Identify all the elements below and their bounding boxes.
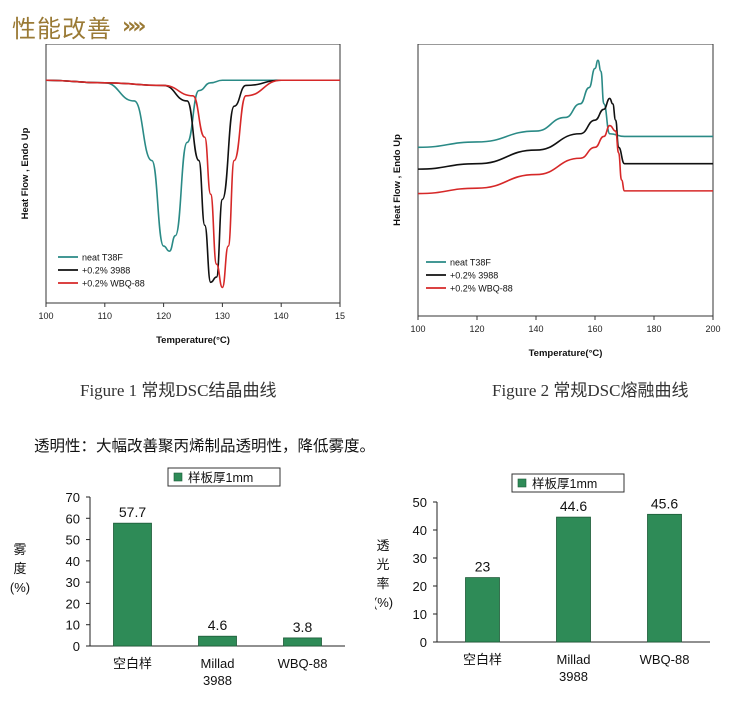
haze-bar-chart: 0 10 20 30 40 50 60 70 样板厚1mm 雾度 (%) 57.7 空白样 4.6 Mill… [10, 467, 345, 688]
y-tick-label: 40 [413, 523, 427, 538]
bar [283, 637, 322, 647]
plot-frame [45, 44, 341, 304]
legend-swatch [173, 472, 183, 482]
legend-label: 样板厚1mm [188, 470, 253, 485]
x-axis-label: Temperature(°C) [156, 335, 230, 346]
y-axis-label: Heat Flow , Endo Up [20, 127, 31, 219]
x-tick-label: 200 [705, 324, 720, 334]
series-line-2 [45, 79, 340, 289]
y-tick-label: 50 [66, 533, 80, 548]
data-label: 45.6 [651, 495, 678, 511]
x-tick-label: 130 [215, 311, 230, 321]
x-tick-label: 140 [274, 311, 289, 321]
figure1-caption: Figure 1 常规DSC结晶曲线 [80, 381, 277, 400]
legend-box [511, 473, 625, 493]
x-tick-label: 100 [410, 324, 425, 334]
series-line-1 [417, 97, 713, 170]
y-tick-label: 10 [413, 607, 427, 622]
x-axis-label: Temperature(°C) [529, 348, 603, 359]
category-label: 3988 [559, 669, 588, 684]
data-label: 57.7 [119, 504, 146, 520]
y-tick-label: 30 [66, 575, 80, 590]
category-label: Millad [201, 656, 235, 671]
data-label: 3.8 [293, 619, 313, 635]
x-tick-label: 100 [38, 311, 53, 321]
y-tick-label: 40 [66, 554, 80, 569]
y-tick-label: 60 [66, 511, 80, 526]
y-axis-label-part: 透 [376, 538, 389, 553]
legend-label: +0.2% WBQ-88 [450, 284, 513, 294]
data-label: 23 [475, 559, 491, 575]
category-label: 空白样 [113, 656, 152, 671]
y-axis-label-part: (%) [375, 595, 393, 610]
legend-label: +0.2% WBQ-88 [82, 279, 145, 289]
legend-label: +0.2% 3988 [82, 266, 130, 276]
dsc-melting-chart: 100 120 140 160 180 200 Temperature(°C) Heat Fl… [392, 44, 721, 359]
data-label: 4.6 [208, 617, 228, 633]
plot-frame [417, 44, 714, 317]
bar [113, 522, 152, 647]
transparency-description: 透明性：大幅改善聚丙烯制品透明性，降低雾度。 [34, 437, 376, 455]
dsc-crystallization-chart: 100 110 120 130 140 15 Temperature(°C) Heat Flo… [20, 44, 345, 346]
legend-box [167, 467, 281, 487]
section-title: 性能改善 [12, 14, 112, 43]
data-label: 44.6 [560, 498, 587, 514]
legend-swatch [517, 478, 527, 488]
figure2-caption: Figure 2 常规DSC熔融曲线 [492, 381, 689, 400]
category-label: 空白样 [463, 652, 502, 667]
section-header: 性能改善 »» [12, 6, 147, 46]
bar [647, 513, 682, 643]
y-tick-label: 20 [413, 579, 427, 594]
bar [556, 516, 591, 643]
series-line-0 [417, 59, 713, 149]
legend-label: neat T38F [82, 253, 123, 263]
y-tick-label: 50 [413, 495, 427, 510]
y-tick-label: 70 [66, 490, 80, 505]
x-tick-label: 160 [587, 324, 602, 334]
legend-label: 样板厚1mm [532, 476, 597, 491]
series-line-0 [45, 79, 340, 253]
transmittance-bar-chart: 0 10 20 30 40 50 样板厚1mm 透光率 (%) 23 空白样 44.6 Millad 39… [375, 473, 710, 684]
x-tick-label: 120 [156, 311, 171, 321]
series-line-2 [417, 124, 713, 195]
x-tick-label: 110 [98, 311, 112, 321]
x-tick-label: 15 [335, 311, 345, 321]
category-label: WBQ-88 [640, 652, 690, 667]
y-axis-label-part: 度 [13, 561, 26, 576]
y-tick-label: 30 [413, 551, 427, 566]
y-axis-label: Heat Flow , Endo Up [392, 134, 403, 226]
y-axis-label-part: 雾 [13, 542, 26, 557]
y-tick-label: 10 [66, 618, 80, 633]
category-label: WBQ-88 [278, 656, 328, 671]
bar [465, 577, 500, 643]
y-axis-label-part: 光 [376, 557, 389, 572]
legend-label: +0.2% 3988 [450, 271, 498, 281]
bar [198, 635, 237, 647]
y-tick-label: 0 [73, 639, 80, 654]
chevrons-icon: »» [122, 13, 147, 39]
y-axis-label-part: 率 [376, 576, 389, 591]
y-tick-label: 0 [420, 635, 427, 650]
category-label: Millad [557, 652, 591, 667]
x-tick-label: 180 [646, 324, 661, 334]
category-label: 3988 [203, 673, 232, 688]
y-axis-label-part: (%) [10, 580, 30, 595]
y-tick-label: 20 [66, 596, 80, 611]
x-tick-label: 120 [469, 324, 484, 334]
x-tick-label: 140 [528, 324, 543, 334]
legend-label: neat T38F [450, 258, 491, 268]
